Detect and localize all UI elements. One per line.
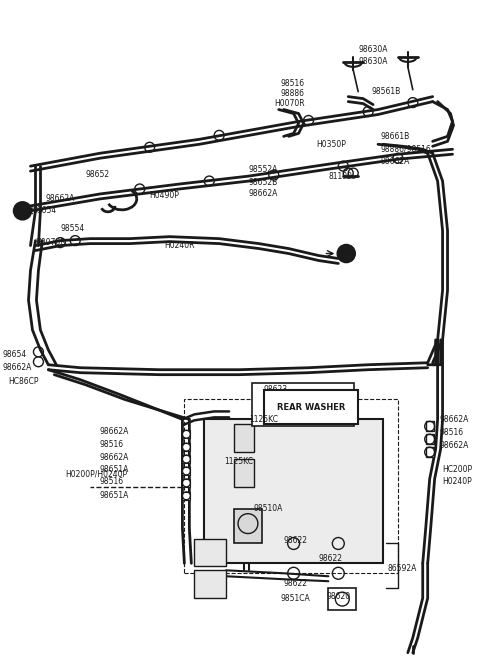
Text: 98620: 98620 — [326, 591, 350, 600]
Text: 98662A: 98662A — [100, 427, 130, 436]
Text: 98554: 98554 — [60, 224, 84, 233]
Text: 98622: 98622 — [318, 554, 342, 563]
Text: 98662A: 98662A — [3, 363, 32, 373]
Text: 98516: 98516 — [281, 79, 305, 88]
Text: 98662A: 98662A — [440, 415, 469, 424]
Text: H0240R: H0240R — [165, 241, 195, 250]
Text: H0240P: H0240P — [443, 478, 472, 486]
Text: 98886/98516: 98886/98516 — [380, 145, 431, 154]
Text: 98622: 98622 — [284, 579, 308, 588]
Text: 98652: 98652 — [85, 170, 109, 179]
Text: 98654: 98654 — [33, 206, 57, 215]
Bar — [204, 419, 383, 563]
Bar — [234, 459, 254, 487]
Bar — [426, 434, 433, 444]
Bar — [182, 430, 191, 438]
Text: 98623: 98623 — [264, 385, 288, 394]
Bar — [182, 479, 191, 487]
Text: 86592A: 86592A — [388, 564, 417, 573]
Text: 98552A: 98552A — [249, 165, 278, 173]
Text: 98510A: 98510A — [254, 504, 283, 513]
Text: 98662A: 98662A — [380, 156, 409, 166]
Bar — [426, 421, 433, 431]
Bar — [182, 467, 191, 475]
Text: 98516: 98516 — [100, 478, 124, 486]
Text: 1125KC: 1125KC — [224, 457, 253, 466]
Text: A: A — [338, 250, 344, 256]
Bar — [194, 570, 226, 598]
Text: A: A — [16, 208, 21, 214]
Circle shape — [337, 244, 355, 262]
Text: H0200P/H0240P: H0200P/H0240P — [65, 470, 127, 478]
Text: 9851CA: 9851CA — [281, 593, 311, 602]
Circle shape — [13, 202, 32, 220]
Bar — [194, 539, 226, 566]
Bar — [184, 399, 398, 574]
Text: 98652B: 98652B — [249, 177, 278, 187]
Text: 98886: 98886 — [281, 89, 305, 98]
Text: 98630A: 98630A — [358, 45, 388, 55]
Text: HC86CP: HC86CP — [9, 377, 39, 386]
Text: 98662A: 98662A — [100, 453, 130, 462]
Text: 98662A: 98662A — [46, 194, 75, 204]
Bar — [182, 455, 191, 463]
Text: 98561B: 98561B — [371, 87, 400, 96]
Text: 98654: 98654 — [3, 350, 27, 359]
Bar — [182, 492, 191, 500]
Bar — [182, 443, 191, 451]
Text: 1125KC: 1125KC — [249, 415, 278, 424]
Text: 98662A: 98662A — [249, 189, 278, 198]
Text: 98651A: 98651A — [100, 464, 130, 474]
Bar — [234, 509, 262, 543]
Text: 98622: 98622 — [284, 536, 308, 545]
Text: 98516: 98516 — [440, 428, 464, 437]
Bar — [234, 424, 254, 452]
Text: 98630A: 98630A — [358, 57, 388, 66]
Bar — [426, 447, 433, 457]
Text: 98651A: 98651A — [100, 491, 130, 501]
Text: 98661B: 98661B — [380, 132, 409, 141]
Text: H0490P: H0490P — [150, 191, 180, 200]
Text: H0070R: H0070R — [36, 238, 66, 247]
Text: REAR WASHER: REAR WASHER — [269, 400, 337, 409]
Text: 98662A: 98662A — [440, 441, 469, 449]
Text: REAR WASHER: REAR WASHER — [277, 403, 345, 412]
Text: 98516: 98516 — [100, 440, 124, 449]
Text: H0350P: H0350P — [316, 140, 347, 148]
Text: HC200P: HC200P — [443, 464, 473, 474]
Text: 81199: 81199 — [328, 171, 352, 181]
Bar — [328, 588, 356, 610]
Text: H0070R: H0070R — [274, 99, 304, 108]
